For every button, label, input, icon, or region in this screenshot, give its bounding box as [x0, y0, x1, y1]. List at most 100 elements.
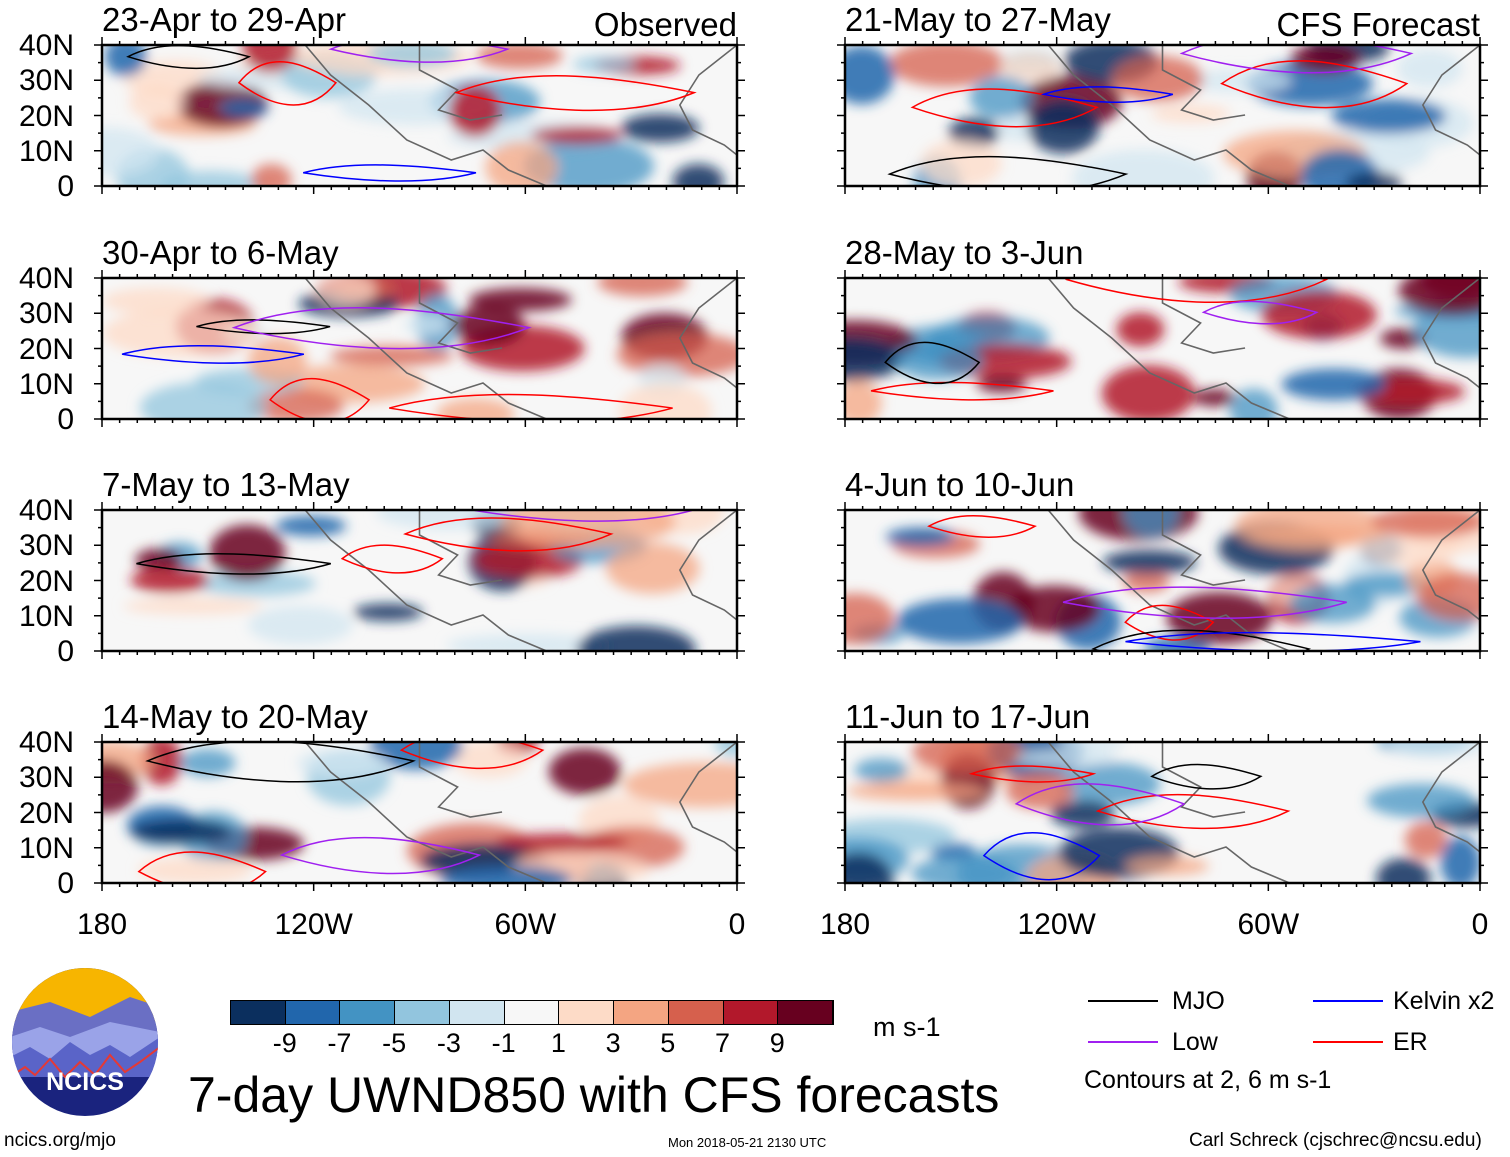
colorbar — [230, 1000, 834, 1025]
anomaly-blob — [130, 819, 232, 845]
colorbar-tick-label: 5 — [660, 1028, 676, 1058]
anomaly-blob — [1101, 365, 1196, 419]
coastline-north-america — [1161, 510, 1246, 586]
anomaly-blob — [209, 524, 286, 581]
anomaly-blob — [618, 382, 712, 419]
kelvin-contour — [121, 344, 305, 364]
anomaly-blob — [1008, 585, 1101, 633]
low-contour — [1201, 300, 1319, 325]
anomaly-blob — [969, 75, 1034, 120]
low-contour — [1014, 783, 1186, 826]
anomaly-blob — [1071, 149, 1215, 186]
anomaly-blob — [1125, 856, 1209, 876]
coastline-africa — [678, 45, 737, 156]
anomaly-blob — [102, 760, 138, 813]
anomaly-blob — [248, 336, 307, 385]
coastline-americas — [304, 45, 547, 186]
coastline-africa — [1421, 742, 1480, 853]
lon-label: 0 — [1471, 908, 1489, 941]
lat-label: 10N — [18, 367, 74, 401]
anomaly-blob — [1440, 836, 1480, 883]
anomaly-blob — [854, 758, 909, 783]
map-panel — [94, 37, 745, 194]
colorbar-units: m s-1 — [873, 1012, 941, 1042]
anomaly-blob — [616, 332, 737, 377]
low-contour — [1062, 586, 1347, 620]
legend-line-mjo — [1088, 1000, 1158, 1002]
er-contour — [137, 851, 267, 883]
anomaly-blob — [1246, 61, 1374, 106]
anomaly-blob — [353, 603, 424, 621]
anomaly-blob — [440, 865, 573, 883]
er-contour — [340, 544, 444, 574]
anomaly-blob — [179, 748, 236, 777]
colorbar-swatch — [614, 1001, 669, 1024]
coastline-americas — [1047, 510, 1290, 651]
lat-label: 0 — [57, 403, 74, 436]
anomaly-blob — [102, 308, 259, 358]
panel-title: 14-May to 20-May — [102, 698, 368, 735]
map-panel — [837, 502, 1488, 659]
er-contour — [389, 393, 673, 419]
er-contour — [1064, 278, 1329, 303]
lat-label: 40N — [18, 494, 74, 527]
coastline-africa — [1421, 278, 1480, 389]
colorbar-swatch — [340, 1001, 396, 1024]
anomaly-blob — [1398, 278, 1480, 316]
anomaly-blob — [1123, 510, 1180, 538]
footer-url[interactable]: ncics.org/mjo — [4, 1130, 116, 1151]
anomaly-blob — [1261, 290, 1377, 340]
lat-label: 30N — [18, 64, 74, 98]
logo-text: NCICS — [46, 1068, 124, 1096]
colorbar-swatch — [559, 1001, 615, 1024]
anomaly-blob — [597, 278, 688, 297]
anomaly-blob — [1289, 584, 1376, 623]
anomaly-blob — [104, 45, 147, 77]
main-title: 7-day UWND850 with CFS forecasts — [188, 1067, 1000, 1123]
anomaly-blob — [1404, 821, 1448, 859]
colorbar-tick-label: -3 — [436, 1028, 461, 1058]
er-contour — [968, 765, 1097, 783]
anomaly-blob — [888, 45, 1005, 87]
coastline-north-america — [418, 45, 503, 121]
anomaly-blob — [845, 337, 905, 382]
er-contour — [399, 742, 545, 770]
lat-label: 20N — [18, 796, 74, 830]
anomaly-blob — [129, 83, 185, 121]
colorbar-swatch — [395, 1001, 450, 1024]
coastline-americas — [1047, 278, 1290, 419]
coastline-north-america — [418, 742, 503, 818]
anomaly-blob — [1331, 99, 1447, 134]
lon-label: 60W — [494, 908, 557, 941]
lat-label: 20N — [18, 564, 74, 598]
lat-label: 20N — [18, 332, 74, 366]
colorbar-swatch — [778, 1001, 834, 1024]
anomaly-blob — [316, 278, 376, 307]
mjo-contour — [1150, 763, 1263, 790]
kelvin-contour — [1125, 631, 1421, 651]
anomaly-blob — [196, 570, 316, 597]
anomaly-blob — [1396, 49, 1463, 88]
anomaly-blob — [130, 567, 210, 593]
anomaly-blob — [885, 527, 955, 547]
colorbar-tick-label: 9 — [769, 1028, 785, 1058]
anomaly-blob — [296, 749, 388, 777]
colorbar-tick-label: -5 — [382, 1028, 407, 1058]
colorbar-swatch — [723, 1001, 779, 1024]
ncics-logo: NCICS — [12, 968, 158, 1116]
anomaly-blob — [920, 139, 1002, 186]
colorbar-tick-label: -1 — [491, 1028, 516, 1058]
colorbar-tick-label: 7 — [715, 1028, 731, 1058]
coastline-africa — [1421, 510, 1480, 621]
coastline-north-america — [1161, 742, 1246, 818]
anomaly-blob — [893, 339, 984, 381]
lat-label: 0 — [57, 635, 74, 668]
anomaly-blob — [452, 742, 528, 778]
anomaly-blob — [605, 543, 700, 594]
anomaly-blob — [251, 163, 292, 186]
anomaly-blob — [485, 141, 558, 186]
low-contour — [328, 45, 511, 63]
lat-label: 10N — [18, 134, 74, 168]
coastline-americas — [304, 278, 547, 419]
anomaly-blob — [1290, 45, 1360, 73]
